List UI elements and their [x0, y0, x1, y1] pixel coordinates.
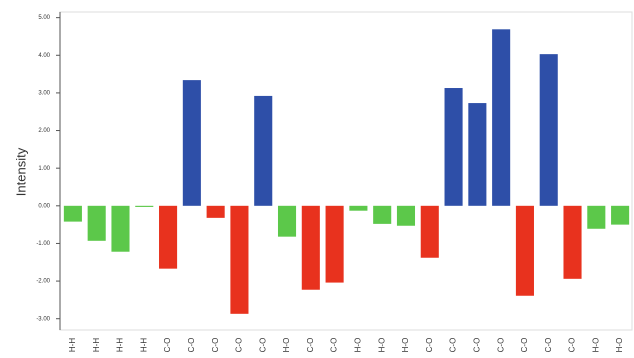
bar — [182, 80, 201, 206]
x-tick-label: C-O — [306, 338, 315, 353]
bar — [420, 205, 439, 258]
bar — [563, 205, 582, 279]
x-tick-label: C-O — [187, 338, 196, 353]
bar — [468, 103, 487, 206]
bar — [277, 205, 297, 237]
bar — [515, 205, 534, 296]
y-tick-label: -1.00 — [36, 241, 50, 247]
bar — [396, 205, 416, 226]
y-tick-label: 0.00 — [38, 203, 50, 209]
x-tick-label: H-O — [591, 338, 600, 353]
x-tick-label: C-O — [425, 338, 434, 353]
bar — [159, 205, 178, 269]
bar — [325, 205, 344, 283]
x-tick-label: H-H — [139, 338, 148, 352]
x-tick-label: C-O — [235, 338, 244, 353]
x-tick-label: C-O — [544, 338, 553, 353]
y-tick-label: -3.00 — [36, 316, 50, 322]
x-tick-label: H-H — [92, 338, 101, 352]
x-tick-label: C-O — [330, 338, 339, 353]
x-tick-label: C-O — [258, 338, 267, 353]
bar — [254, 95, 273, 206]
y-tick-label: 1.00 — [38, 166, 50, 172]
x-tick-label: H-H — [116, 338, 125, 352]
bar — [587, 205, 606, 229]
bar — [111, 205, 130, 252]
x-tick-label: H-O — [377, 338, 386, 353]
bar — [230, 205, 249, 314]
bar — [349, 205, 368, 211]
x-tick-label: C-O — [449, 338, 458, 353]
bar — [63, 205, 82, 222]
y-tick-label: 4.00 — [38, 53, 50, 59]
bar — [206, 205, 225, 218]
x-tick-label: H-O — [282, 338, 291, 353]
bar — [301, 205, 320, 290]
y-tick-label: -2.00 — [36, 279, 50, 285]
x-tick-label: C-O — [520, 338, 529, 353]
x-tick-label: H-O — [401, 338, 410, 353]
x-tick-label: C-O — [472, 338, 481, 353]
bar — [539, 54, 558, 206]
bar — [611, 205, 630, 225]
x-tick-label: H-O — [354, 338, 363, 353]
bar — [87, 205, 106, 241]
y-tick-label: 3.00 — [38, 90, 50, 96]
y-tick-label: 2.00 — [38, 128, 50, 134]
bar — [373, 205, 392, 224]
y-tick-label: 5.00 — [38, 15, 50, 21]
x-tick-label: C-O — [163, 338, 172, 353]
x-tick-label: C-O — [568, 338, 577, 353]
bar — [444, 88, 463, 206]
bar — [135, 205, 154, 207]
y-axis-label: Intensity — [13, 147, 28, 196]
x-tick-label: C-O — [211, 338, 220, 353]
x-tick-label: C-O — [496, 338, 505, 353]
x-tick-label: H-O — [615, 338, 624, 353]
x-tick-label: H-H — [68, 338, 77, 352]
bar — [492, 29, 511, 206]
